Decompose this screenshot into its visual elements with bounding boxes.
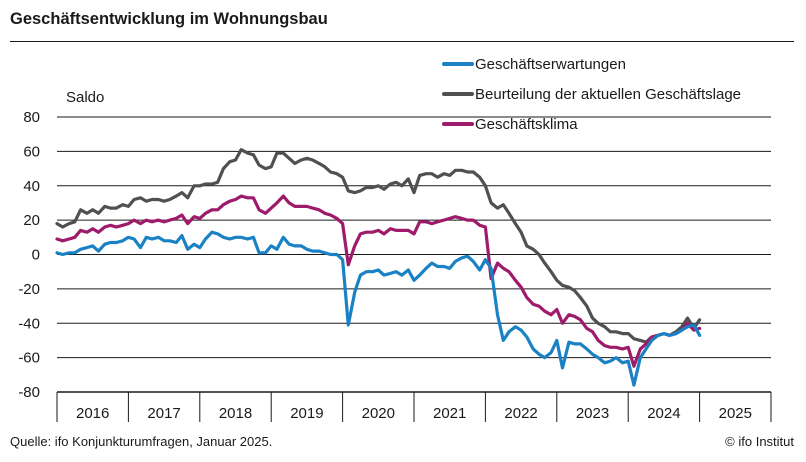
y-tick-label: 80 — [23, 109, 40, 126]
y-axis-label: Saldo — [66, 89, 104, 106]
y-tick-label: 20 — [23, 212, 40, 229]
x-tick-label: 2021 — [433, 405, 466, 422]
x-tick-label: 2016 — [76, 405, 109, 422]
legend-label: Beurteilung der aktuellen Geschäftslage — [475, 86, 741, 103]
x-tick-label: 2022 — [504, 405, 537, 422]
x-tick-label: 2019 — [290, 405, 323, 422]
legend: Geschäftserwartungen Beurteilung der aktu… — [442, 56, 741, 133]
x-tick-label: 2017 — [147, 405, 180, 422]
x-tick-label: 2025 — [719, 405, 752, 422]
title-divider — [10, 41, 794, 42]
series-lines — [55, 148, 702, 387]
series-line — [55, 148, 702, 344]
x-tick-label: 2024 — [647, 405, 680, 422]
y-tick-label: 40 — [23, 178, 40, 195]
y-tick-labels: 80 60 40 20 0 -20 -40 -60 -80 — [18, 109, 40, 401]
x-tick-labels: 2016 2017 2018 2019 2020 2021 2022 2023 2024 2025 — [56, 392, 772, 422]
series-line — [55, 230, 702, 387]
x-tick-label: 2020 — [362, 405, 395, 422]
y-tick-label: 60 — [23, 143, 40, 160]
legend-label: Geschäftserwartungen — [475, 56, 626, 73]
y-tick-label: -20 — [18, 281, 40, 298]
x-tick-label: 2018 — [219, 405, 252, 422]
copyright-note: © ifo Institut — [725, 434, 794, 449]
series-line — [55, 194, 702, 368]
legend-label: Geschäftsklima — [475, 116, 578, 133]
grid-lines — [57, 116, 771, 393]
y-tick-label: -80 — [18, 384, 40, 401]
y-tick-label: -40 — [18, 315, 40, 332]
chart-title: Geschäftsentwicklung im Wohnungsbau — [10, 10, 328, 28]
y-tick-label: -60 — [18, 350, 40, 367]
source-note: Quelle: ifo Konjunkturumfragen, Januar 2… — [10, 434, 273, 449]
y-tick-label: 0 — [32, 247, 40, 264]
x-tick-label: 2023 — [576, 405, 609, 422]
